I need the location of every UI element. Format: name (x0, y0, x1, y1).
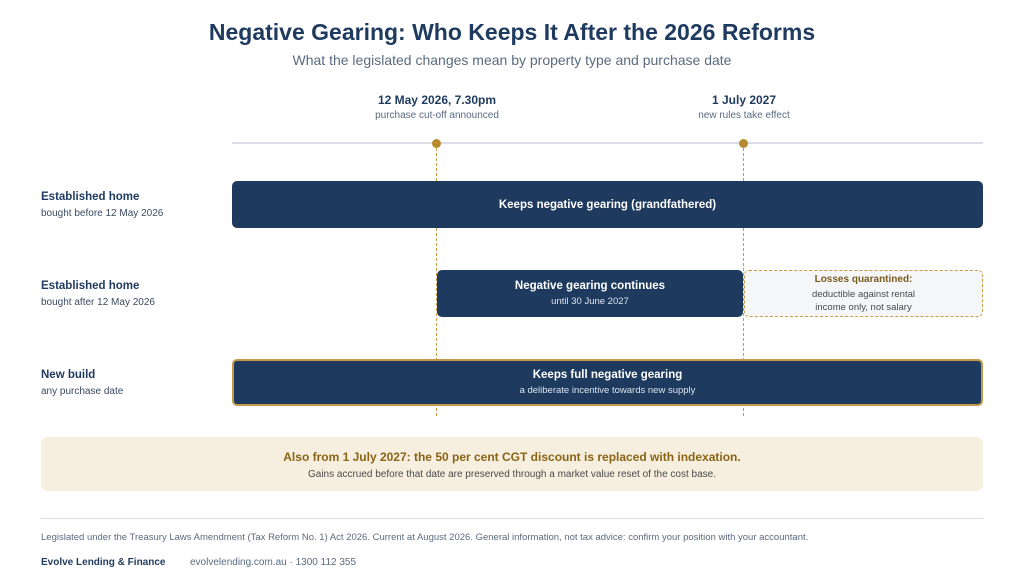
bar-losses-quarantined: Losses quarantined: deductible against r… (744, 270, 983, 317)
effective-marker-dot (739, 139, 748, 148)
bar-new-build-sub: a deliberate incentive towards new suppl… (519, 385, 696, 396)
footer-brand: Evolve Lending & Finance (41, 557, 166, 568)
footer-contact: evolvelending.com.au · 1300 112 355 (190, 557, 357, 568)
bar-new-build-title: Keeps full negative gearing (532, 369, 683, 381)
bar-gearing-continues-title: Negative gearing continues (514, 280, 666, 292)
page-subtitle: What the legislated changes mean by prop… (292, 52, 732, 68)
row-sublabel-established-before: bought before 12 May 2026 (41, 208, 164, 219)
milestone-date-cutoff: 12 May 2026, 7.30pm (377, 93, 497, 107)
bar-grandfathered-title: Keeps negative gearing (grandfathered) (498, 198, 717, 211)
row-sublabel-new-build: any purchase date (41, 386, 124, 397)
cgt-callout-sub: Gains accrued before that date are prese… (307, 469, 716, 480)
page-title: Negative Gearing: Who Keeps It After the… (208, 19, 816, 45)
footer-note: Legislated under the Treasury Laws Amend… (41, 532, 809, 543)
bar-grandfathered: Keeps negative gearing (grandfathered) (232, 181, 983, 228)
row-label-new-build: New build (41, 369, 96, 381)
quarantine-title: Losses quarantined: (814, 273, 913, 285)
cgt-callout-box (41, 437, 983, 491)
footer-divider (41, 518, 983, 519)
row-label-established-before: Established home (41, 191, 140, 203)
row-label-established-after: Established home (41, 280, 140, 292)
quarantine-sub: deductible against rental income only, n… (812, 288, 915, 313)
milestone-note-effective: new rules take effect (698, 110, 790, 121)
effective-guide-line (743, 148, 744, 416)
cutoff-guide-line (436, 148, 437, 416)
milestone-note-cutoff: purchase cut-off announced (375, 110, 499, 121)
row-sublabel-established-after: bought after 12 May 2026 (41, 297, 155, 308)
cgt-callout-title: Also from 1 July 2027: the 50 per cent C… (283, 450, 741, 464)
milestone-date-effective: 1 July 2027 (711, 93, 777, 107)
bar-gearing-continues: Negative gearing continues until 30 June… (437, 270, 743, 317)
bar-new-build: Keeps full negative gearing a deliberate… (232, 359, 983, 406)
cutoff-marker-dot (432, 139, 441, 148)
bar-gearing-continues-sub: until 30 June 2027 (551, 296, 629, 307)
timeline-axis (232, 142, 983, 144)
